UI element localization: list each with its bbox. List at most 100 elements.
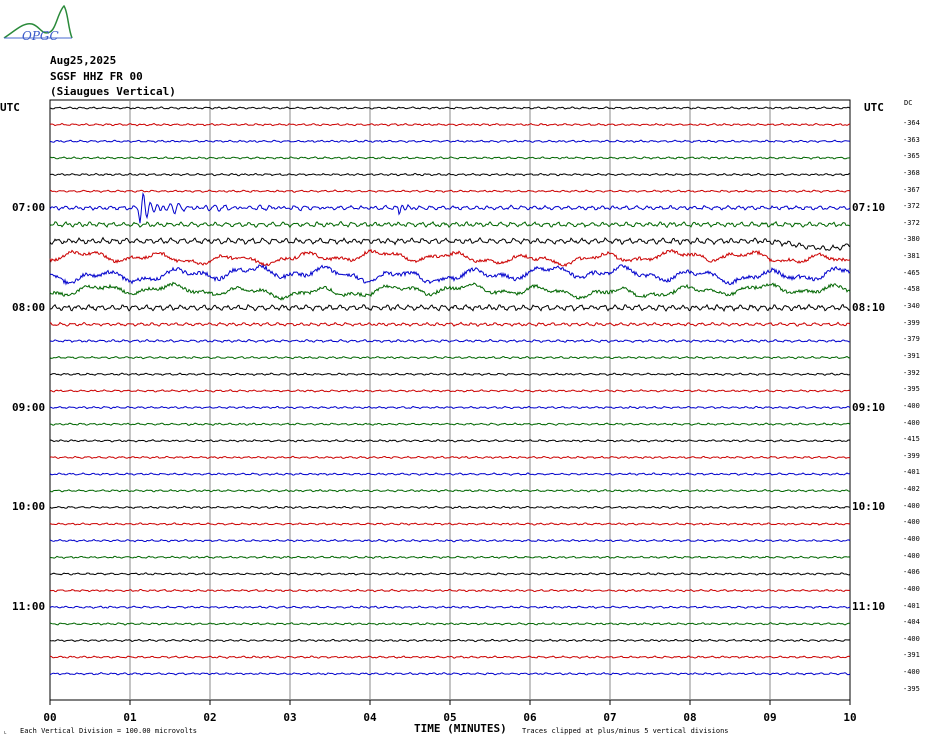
trace-line [49,321,851,327]
x-tick-label: 07 [603,711,617,724]
trace-line [49,355,851,360]
dc-offset-label: -400 [903,584,920,593]
trace-line [49,439,851,443]
dc-offset-label: -364 [903,119,920,127]
trace-line [50,422,851,426]
trace-line [49,472,851,476]
dc-offset-label: -395 [903,385,920,394]
x-axis-label: TIME (MINUTES) [414,722,507,735]
right-time-label: 07:10 [852,200,886,214]
dc-offset-label: -401 [903,601,920,610]
opgc-logo: OPGC [3,4,73,43]
trace-line [49,192,851,224]
x-tick-label: 06 [523,711,537,724]
dc-offset-label: -400 [903,518,920,527]
trace-line [49,156,851,160]
dc-header-label: DC [904,99,913,107]
footer-scale-icon: ⌞ [3,727,8,735]
trace-line [49,122,851,127]
logo-text: OPGC [22,29,59,43]
dc-offset-label: -395 [903,684,920,693]
x-tick-label: 03 [283,711,297,724]
trace-line [49,236,851,251]
dc-offset-label: -400 [903,551,920,560]
right-time-label: 11:10 [852,600,886,614]
dc-offset-label: -400 [903,501,920,510]
dc-offset-label: -391 [903,351,920,360]
dc-offset-label: -392 [903,368,920,377]
dc-offset-label: -404 [903,618,920,627]
trace-line [49,248,851,268]
trace-line [49,488,850,493]
trace-line [49,281,851,301]
trace-line [49,505,851,510]
trace-line [49,220,851,229]
right-time-label: 09:10 [852,400,886,414]
dc-offset-label: -400 [903,668,920,677]
x-tick-label: 04 [363,711,377,724]
trace-line [49,638,851,643]
dc-offset-label: -465 [903,268,920,277]
x-tick-label: 09 [763,711,777,724]
trace-line [49,572,851,576]
trace-line [49,303,851,313]
left-time-label: 11:00 [12,600,46,614]
record-date: Aug25,2025 [50,54,117,67]
dc-offset-label: -406 [903,568,920,577]
dc-offset-label: -400 [903,634,920,643]
dc-offset-label: -402 [903,485,920,494]
dc-offset-label: -458 [903,285,920,294]
x-tick-label: 01 [123,711,137,724]
trace-line [49,405,851,410]
dc-offset-label: -391 [903,651,920,660]
trace-line [49,172,851,177]
dc-offset-label: -367 [903,185,920,194]
trace-line [49,338,851,343]
left-time-label: 09:00 [12,400,46,414]
dc-offset-label: -400 [903,535,920,543]
x-tick-label: 10 [843,711,857,724]
left-time-label: 10:00 [12,500,46,514]
left-time-label: 07:00 [12,200,46,214]
right-time-label: 10:10 [852,500,886,514]
trace-line [49,372,851,376]
dc-offset-label: -399 [903,451,920,460]
dc-offset-label: -399 [903,318,920,327]
utc-right-label: UTC [864,101,884,114]
trace-line [49,139,851,143]
trace-line [49,455,851,460]
utc-left-label: UTC [0,101,20,114]
dc-offset-label: -415 [903,435,920,444]
footer-clip: Traces clipped at plus/minus 5 vertical … [522,727,729,735]
dc-offset-label: -380 [903,235,920,244]
trace-line [49,655,851,659]
station-code: SGSF HHZ FR 00 [50,70,143,83]
dc-offset-label: -340 [903,302,920,311]
left-time-label: 08:00 [12,300,46,314]
trace-line [49,605,851,609]
right-time-label: 08:10 [852,300,886,314]
trace-line [49,264,851,286]
trace-line [49,671,851,676]
dc-offset-label: -368 [903,168,920,177]
x-tick-label: 05 [443,711,457,724]
dc-offset-label: -372 [903,218,920,227]
trace-line [49,622,850,626]
trace-line [49,389,851,393]
trace-line [49,106,851,110]
dc-offset-label: -379 [903,335,920,344]
trace-line [49,522,851,526]
dc-offset-label: -363 [903,135,920,144]
dc-offset-label: -401 [903,468,920,477]
dc-offset-label: -400 [903,401,920,410]
x-tick-label: 08 [683,711,697,724]
trace-line [49,189,851,194]
x-tick-label: 02 [203,711,217,724]
trace-line [49,538,851,543]
x-tick-label: 00 [43,711,57,724]
dc-offset-label: -365 [903,152,920,161]
dc-offset-label: -381 [903,252,920,261]
station-location: (Siaugues Vertical) [50,85,176,98]
dc-offset-label: -400 [903,418,920,427]
